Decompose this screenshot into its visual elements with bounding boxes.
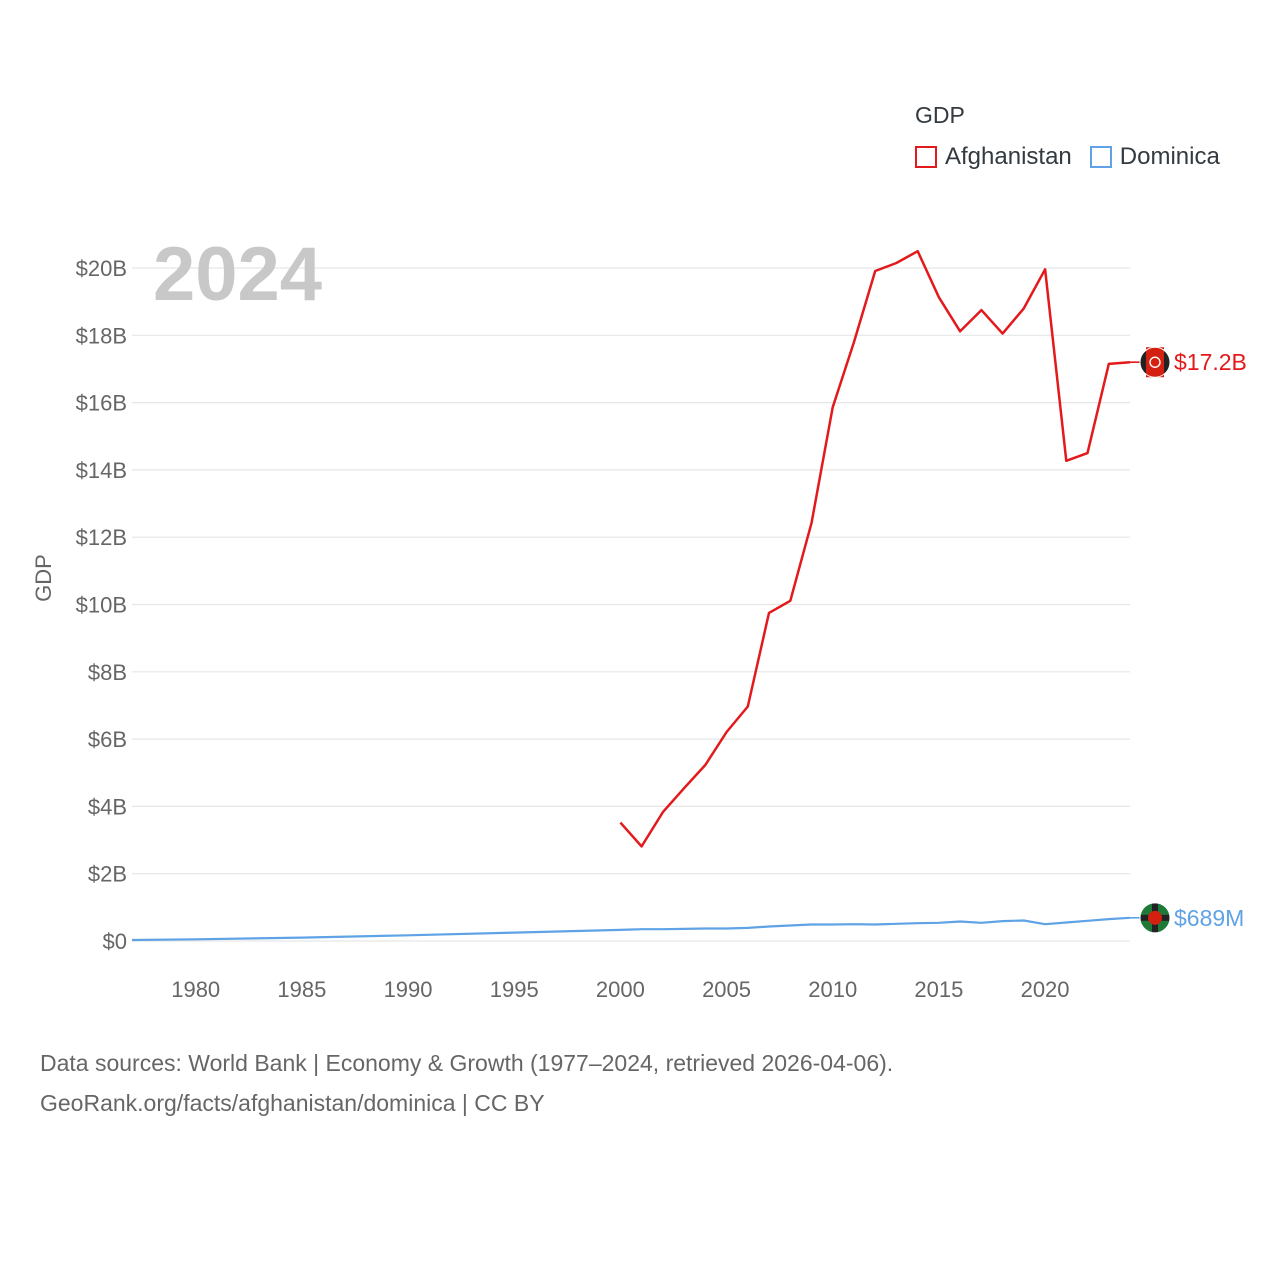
y-tick-label: $4B	[88, 794, 127, 819]
y-tick-label: $14B	[76, 458, 127, 483]
series-line-afghanistan[interactable]	[619, 249, 1131, 848]
series-group	[131, 249, 1131, 942]
end-label-dominica: $689M	[1174, 905, 1244, 931]
x-tick-label: 1995	[490, 977, 539, 1002]
legend-item-dominica[interactable]: Dominica	[1089, 143, 1220, 171]
x-tick-label: 1980	[171, 977, 220, 1002]
y-axis-title: GDP	[31, 554, 56, 602]
x-tick-label: 2010	[808, 977, 857, 1002]
y-tick-label: $6B	[88, 727, 127, 752]
source-line-1: Data sources: World Bank | Economy & Gro…	[40, 1050, 894, 1076]
x-tick-label: 2005	[702, 977, 751, 1002]
y-tick-label: $18B	[76, 323, 127, 348]
source-line-2: GeoRank.org/facts/afghanistan/dominica |…	[40, 1090, 545, 1116]
legend-title: GDP	[915, 102, 965, 128]
y-tick-label: $16B	[76, 391, 127, 416]
y-tick-label: $0	[103, 929, 127, 954]
legend-label-afghanistan: Afghanistan	[945, 143, 1072, 170]
end-label-afghanistan: $17.2B	[1174, 349, 1247, 375]
legend-swatch-afghanistan	[915, 146, 937, 168]
legend-item-afghanistan[interactable]: Afghanistan	[915, 143, 1072, 171]
flag-icon-dominica	[1139, 902, 1171, 934]
x-tick-label: 1990	[384, 977, 433, 1002]
flag-icon-afghanistan	[1139, 346, 1171, 378]
x-axis-ticks: 1980 1985 1990 1995 2000 2005 2010 2015 2020	[171, 977, 1069, 1002]
end-markers: $17.2B $689M	[1130, 346, 1247, 934]
x-tick-label: 2000	[596, 977, 645, 1002]
x-tick-label: 1985	[277, 977, 326, 1002]
y-tick-label: $8B	[88, 660, 127, 685]
legend: Afghanistan Dominica	[915, 143, 1238, 171]
gridlines	[132, 267, 1130, 942]
y-tick-label: $2B	[88, 862, 127, 887]
series-line-dominica[interactable]	[131, 916, 1131, 942]
y-tick-label: $12B	[76, 525, 127, 550]
y-tick-label: $20B	[76, 256, 127, 281]
legend-label-dominica: Dominica	[1119, 143, 1220, 170]
y-tick-label: $10B	[76, 593, 127, 618]
source-note: Data sources: World Bank | Economy & Gro…	[40, 1043, 893, 1123]
x-tick-label: 2015	[914, 977, 963, 1002]
x-tick-label: 2020	[1021, 977, 1070, 1002]
year-label: 2024	[153, 232, 322, 317]
legend-swatch-dominica	[1089, 146, 1112, 168]
y-axis-ticks: $0 $2B $4B $6B $8B $10B $12B $14B $16B $18B $20B	[76, 256, 127, 954]
